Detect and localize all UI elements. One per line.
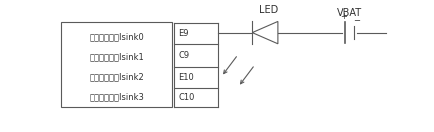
Text: 电源输入电路Isink2: 电源输入电路Isink2 [89, 72, 144, 81]
Text: 电源输入电路Isink0: 电源输入电路Isink0 [89, 32, 144, 41]
Text: −: − [352, 16, 359, 25]
Text: LED: LED [258, 5, 277, 15]
Text: +: + [339, 12, 346, 21]
Text: E10: E10 [178, 73, 194, 82]
Text: E9: E9 [178, 29, 188, 38]
Text: VBAT: VBAT [336, 8, 361, 18]
Text: 电源输入电路Isink1: 电源输入电路Isink1 [89, 52, 144, 61]
Text: C9: C9 [178, 51, 189, 60]
Text: C10: C10 [178, 93, 194, 102]
Text: 电源输入电路Isink3: 电源输入电路Isink3 [89, 92, 144, 101]
Bar [61, 22, 172, 107]
